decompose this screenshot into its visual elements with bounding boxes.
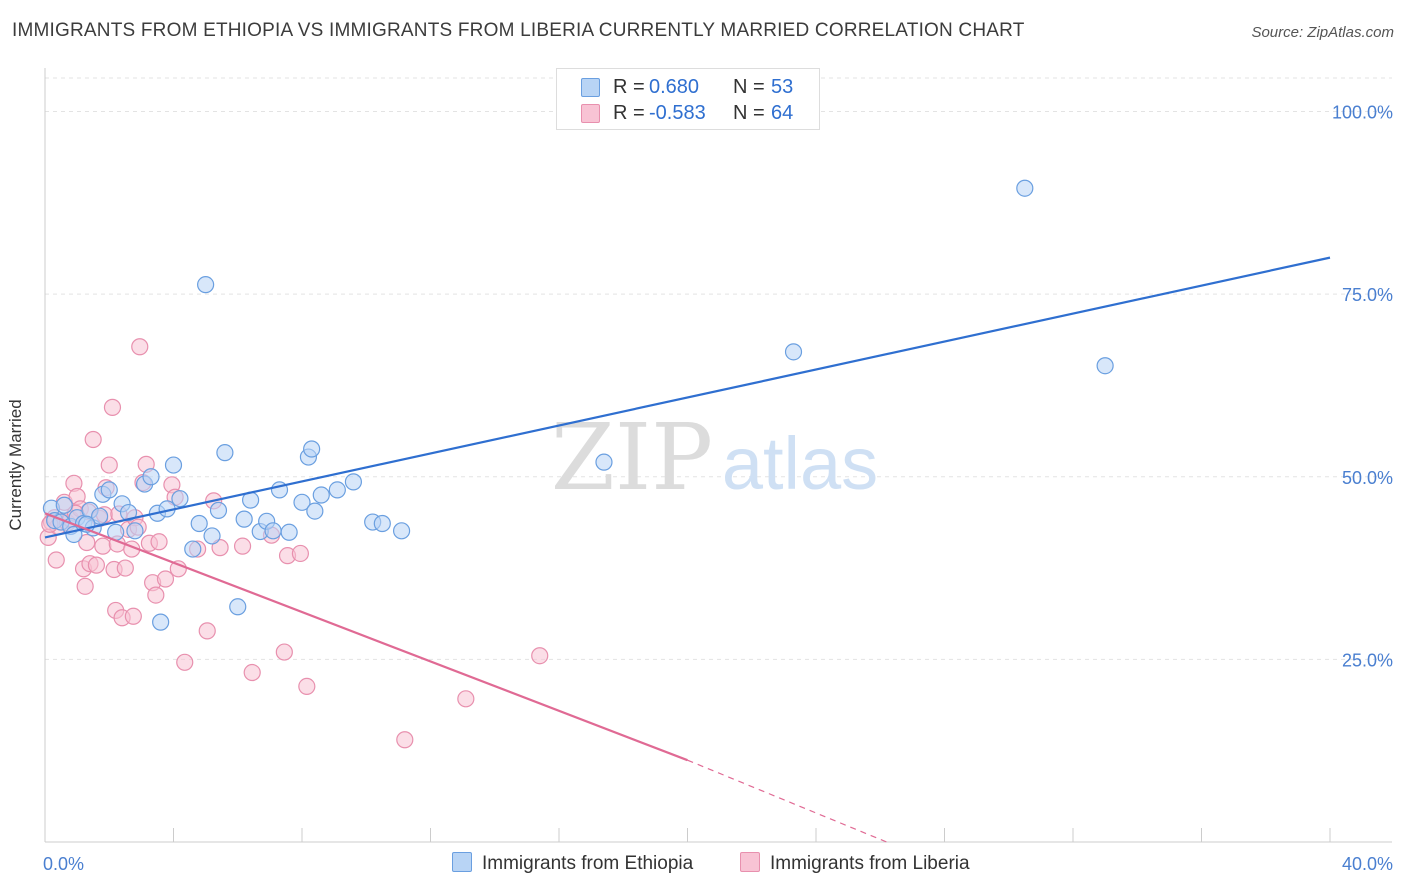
chart-title: IMMIGRANTS FROM ETHIOPIA VS IMMIGRANTS F… [12, 20, 1025, 41]
legend-swatch-ethiopia [581, 78, 600, 97]
data-point-ethiopia [235, 510, 253, 528]
data-point-liberia [156, 570, 175, 588]
data-point-liberia [150, 533, 168, 551]
data-point-liberia [147, 586, 165, 604]
data-point-ethiopia [280, 523, 298, 541]
data-point-liberia [124, 607, 142, 625]
trend-line-ethiopia [44, 256, 1331, 539]
data-point-liberia [116, 559, 134, 577]
trend-line-liberia [44, 512, 688, 762]
data-point-ethiopia [595, 453, 613, 471]
data-point-ethiopia [1096, 357, 1114, 375]
data-point-liberia [47, 551, 65, 569]
data-point-ethiopia [229, 598, 247, 616]
data-point-ethiopia [312, 486, 330, 504]
trend-line-liberia-extrapolated [687, 759, 887, 843]
data-point-liberia [76, 577, 94, 595]
data-point-ethiopia [91, 507, 109, 525]
bottom-legend-swatch-liberia [740, 852, 760, 872]
data-point-ethiopia [55, 496, 73, 514]
data-point-liberia [176, 653, 194, 671]
watermark-zip: ZIP [551, 404, 713, 511]
data-point-ethiopia [142, 468, 160, 486]
legend-n-value-liberia: 64 [771, 102, 794, 124]
data-point-liberia [396, 731, 414, 749]
source-credit: Source: ZipAtlas.com [1251, 24, 1394, 41]
axes [44, 68, 1392, 843]
data-point-ethiopia [328, 481, 346, 499]
data-point-ethiopia [152, 613, 170, 631]
data-point-ethiopia [100, 481, 118, 499]
data-point-liberia [78, 533, 96, 552]
data-point-ethiopia [373, 514, 391, 533]
data-point-ethiopia [264, 522, 282, 540]
data-point-liberia [298, 677, 316, 696]
legend-r-value-ethiopia: 0.680 [649, 76, 700, 98]
bottom-legend-label-liberia: Immigrants from Liberia [770, 853, 970, 874]
legend-r-label: R = [613, 102, 645, 124]
legend-r-label: R = [613, 76, 645, 98]
data-point-ethiopia [203, 527, 221, 545]
data-point-liberia [233, 537, 252, 555]
data-point-ethiopia [344, 473, 362, 491]
data-point-ethiopia [784, 343, 803, 361]
y-tick-label: 50.0% [1342, 468, 1393, 488]
data-point-ethiopia [216, 444, 234, 462]
data-point-liberia [103, 398, 122, 416]
data-point-ethiopia [303, 440, 321, 458]
data-point-liberia [275, 643, 293, 661]
data-point-liberia [211, 539, 229, 557]
data-point-ethiopia [126, 522, 144, 540]
liberia-points [39, 338, 549, 749]
data-point-ethiopia [190, 514, 208, 533]
legend-r-value-liberia: -0.583 [649, 102, 706, 124]
data-point-liberia [87, 556, 106, 574]
data-point-liberia [94, 537, 112, 555]
data-point-ethiopia [119, 503, 138, 522]
watermark-atlas: atlas [722, 422, 878, 505]
data-point-liberia [84, 430, 102, 449]
y-tick-label: 100.0% [1332, 103, 1393, 123]
data-point-liberia [131, 338, 149, 356]
legend-n-value-ethiopia: 53 [771, 76, 794, 98]
data-point-ethiopia [184, 540, 202, 558]
data-point-ethiopia [306, 502, 324, 520]
data-point-ethiopia [209, 501, 228, 519]
data-point-ethiopia [293, 493, 311, 511]
x-tick-label-min: 0.0% [43, 854, 84, 874]
data-point-ethiopia [392, 522, 411, 540]
data-point-liberia [198, 622, 216, 640]
data-point-liberia [169, 560, 187, 578]
bottom-legend-liberia: Immigrants from Liberia [740, 852, 970, 875]
y-tick-label: 75.0% [1342, 285, 1393, 305]
data-point-liberia [291, 544, 309, 563]
bottom-legend-swatch-ethiopia [452, 852, 472, 872]
legend-n-label: N = [733, 102, 765, 124]
data-point-liberia [457, 690, 475, 708]
x-tick-label-max: 40.0% [1342, 854, 1393, 874]
data-point-ethiopia [1016, 179, 1034, 197]
y-tick-label: 25.0% [1342, 650, 1393, 670]
grid-lines [45, 77, 1392, 660]
bottom-legend-ethiopia: Immigrants from Ethiopia [452, 852, 693, 875]
data-point-ethiopia [197, 276, 215, 294]
legend-swatch-liberia [581, 104, 600, 123]
y-axis-label: Currently Married [6, 399, 25, 531]
data-point-ethiopia [164, 456, 183, 474]
trend-lines [44, 256, 1331, 843]
data-point-liberia [100, 456, 118, 474]
data-point-ethiopia [171, 490, 189, 508]
tick-labels: 25.0% 50.0% 75.0% 100.0% 0.0% 40.0% [43, 103, 1393, 874]
bottom-legend-label-ethiopia: Immigrants from Ethiopia [482, 853, 694, 874]
correlation-legend: R = 0.680 N = 53 R = -0.583 N = 64 [556, 68, 820, 130]
data-point-liberia [243, 663, 261, 682]
legend-n-label: N = [733, 76, 765, 98]
data-point-liberia [531, 647, 549, 665]
